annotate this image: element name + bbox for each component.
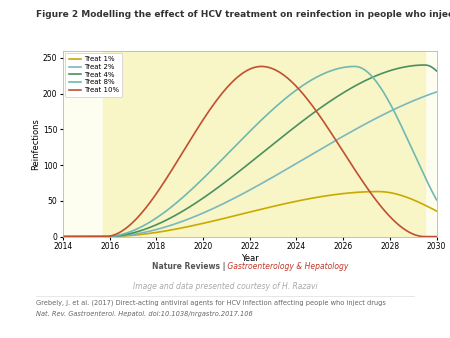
X-axis label: Year: Year (241, 254, 259, 263)
Treat 1% (60, 235, 66, 239)
Treat 10% (278, 71, 283, 75)
Line: Treat 1%: Treat 1% (63, 192, 436, 237)
Treat 8% (434, 198, 439, 202)
Treat 8% (344, 65, 349, 69)
Treat 1% (375, 190, 381, 194)
Treat 4% (434, 69, 439, 73)
Treat 2% (277, 171, 283, 175)
Treat 8% (298, 85, 304, 89)
Treat 8% (83, 235, 89, 239)
Treat 10% (344, 155, 350, 159)
Line: Treat 8%: Treat 8% (63, 67, 436, 237)
Treat 2% (382, 112, 387, 116)
Text: Figure 2 Modelling the effect of HCV treatment on reinfection in people who inje: Figure 2 Modelling the effect of HCV tre… (36, 10, 450, 19)
Treat 1% (434, 209, 439, 213)
Treat 2% (83, 235, 89, 239)
Treat 4% (298, 120, 304, 124)
Treat 10% (258, 65, 264, 69)
Line: Treat 2%: Treat 2% (63, 92, 436, 237)
Treat 4% (83, 235, 89, 239)
Treat 8% (277, 101, 283, 105)
Treat 1% (382, 190, 388, 194)
Treat 4% (382, 70, 387, 74)
Treat 4% (422, 63, 427, 67)
Text: Nat. Rev. Gastroenterol. Hepatol. doi:10.1038/nrgastro.2017.106: Nat. Rev. Gastroenterol. Hepatol. doi:10… (36, 311, 253, 317)
Treat 4% (287, 129, 292, 133)
Text: Gastroenterology & Hepatology: Gastroenterology & Hepatology (225, 262, 348, 271)
Legend: Treat 1%, Treat 2%, Treat 4%, Treat 8%, Treat 10%: Treat 1%, Treat 2%, Treat 4%, Treat 8%, … (65, 53, 122, 97)
Treat 8% (287, 93, 292, 97)
Line: Treat 4%: Treat 4% (63, 65, 436, 237)
Treat 4% (277, 137, 283, 141)
Treat 1% (344, 191, 349, 195)
Treat 8% (352, 65, 357, 69)
Treat 10% (299, 90, 304, 94)
Treat 8% (60, 235, 66, 239)
Text: Nature Reviews |: Nature Reviews | (152, 262, 225, 271)
Treat 1% (83, 235, 89, 239)
Treat 2% (287, 165, 292, 169)
Treat 10% (83, 235, 89, 239)
Treat 2% (60, 235, 66, 239)
Line: Treat 10%: Treat 10% (63, 67, 436, 237)
Treat 1% (287, 201, 292, 205)
Treat 10% (382, 209, 388, 213)
Treat 10% (60, 235, 66, 239)
Treat 10% (434, 235, 439, 239)
Y-axis label: Reinfections: Reinfections (31, 118, 40, 170)
Treat 1% (277, 203, 283, 207)
Treat 2% (434, 90, 439, 94)
Treat 1% (298, 198, 304, 202)
Treat 8% (382, 93, 388, 97)
Text: Image and data presented courtesy of H. Razavi: Image and data presented courtesy of H. … (133, 282, 317, 291)
Bar (103, 51, 425, 237)
Treat 4% (344, 89, 349, 93)
Treat 10% (288, 78, 293, 82)
Treat 2% (344, 132, 349, 137)
Treat 4% (60, 235, 66, 239)
Text: Grebely, J. et al. (2017) Direct-acting antiviral agents for HCV infection affec: Grebely, J. et al. (2017) Direct-acting … (36, 299, 386, 306)
Treat 2% (298, 159, 304, 163)
